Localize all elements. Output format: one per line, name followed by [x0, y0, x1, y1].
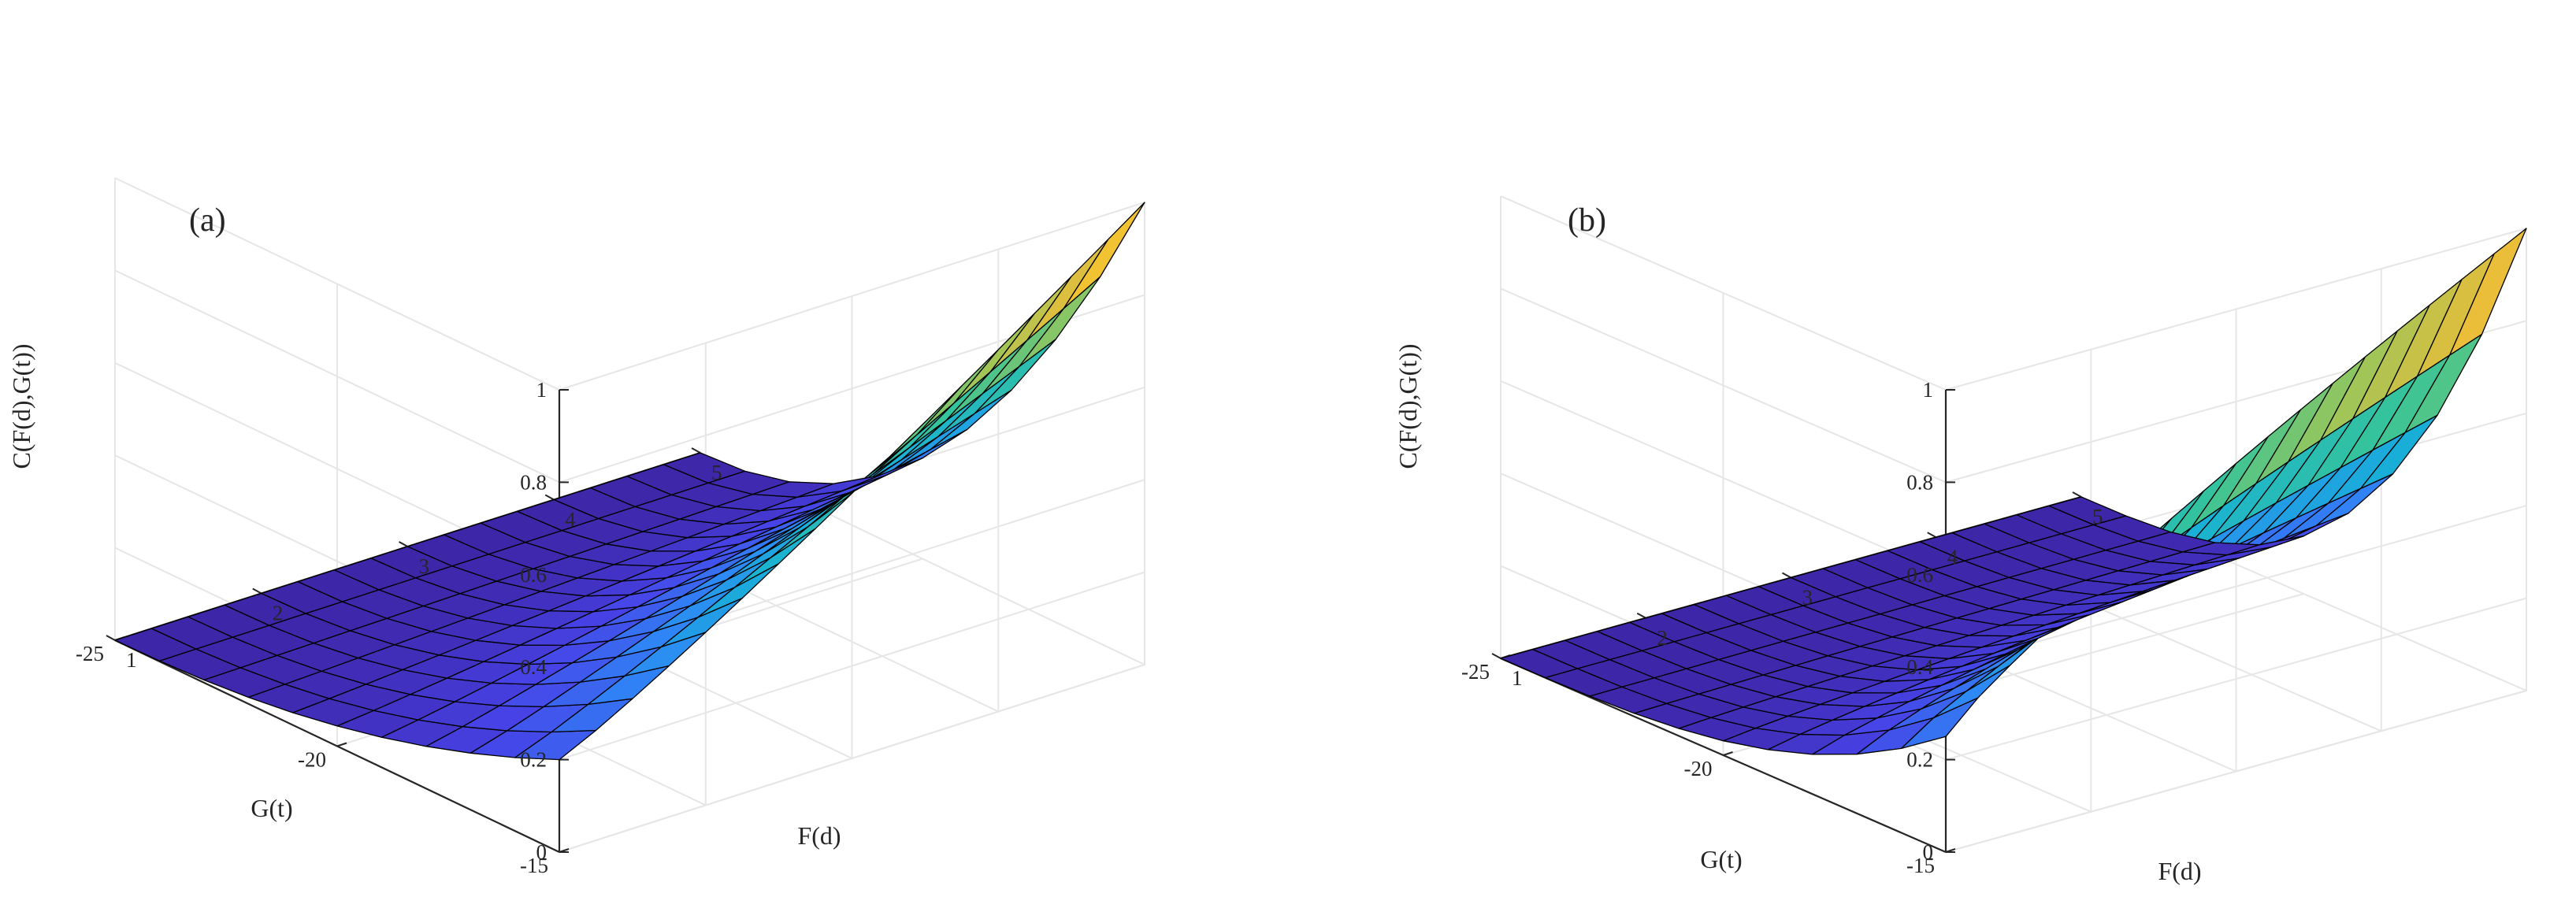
- panel-a-z-tick: 1: [536, 378, 547, 402]
- panel-b-zlabel: C(F(d),G(t)): [1394, 343, 1422, 469]
- y-tick-mark: [559, 848, 570, 853]
- surface-patch: [982, 308, 1064, 395]
- panel-a-y-tick: -15: [520, 854, 548, 877]
- panel-a: (a) C(F(d),G(t)) G(t) F(d) 0 0.2 0.4 0.6…: [7, 177, 1145, 877]
- x-tick-mark: [2072, 491, 2082, 498]
- panel-b-y-tick: -25: [1461, 660, 1490, 684]
- x-tick-mark: [1636, 612, 1646, 619]
- x-tick-mark: [1927, 532, 1937, 539]
- x-tick-mark: [252, 587, 262, 595]
- panel-b-z-tick: 0.6: [1906, 563, 1933, 587]
- panel-b-z-tick: 0.4: [1906, 655, 1933, 679]
- panel-a-z-tick: 0.4: [520, 655, 547, 679]
- panel-b-y-tick: -20: [1684, 757, 1713, 780]
- x-tick-mark: [1782, 572, 1791, 579]
- panel-b-x-tick: 2: [1657, 626, 1668, 650]
- panel-a-x-tick: 3: [419, 554, 430, 578]
- panel-a-x-tick: 5: [711, 461, 722, 484]
- y-tick-mark: [1945, 848, 1956, 853]
- x-tick-mark: [544, 494, 555, 501]
- panel-b-z-tick: 0.8: [1906, 470, 1933, 494]
- panel-a-z-tick: 0: [536, 840, 547, 864]
- panel-a-surface: [114, 202, 1145, 761]
- panel-a-x-tick: 4: [565, 508, 576, 532]
- panel-b-z-tick: 0: [1923, 840, 1934, 864]
- panel-b-tag: (b): [1568, 202, 1606, 239]
- x-tick-mark: [106, 635, 116, 641]
- surface-patch: [1026, 239, 1109, 341]
- panel-a-x-tick: 1: [126, 648, 137, 672]
- panel-b-ylabel: G(t): [1700, 845, 1742, 873]
- panel-a-tag: (a): [189, 202, 226, 239]
- panel-b-x-tick: 3: [1802, 586, 1813, 610]
- surface-patch: [2048, 496, 2127, 526]
- panel-a-xlabel: F(d): [797, 821, 841, 850]
- panel-b-surface: [1500, 228, 2527, 755]
- panel-a-zlabel: C(F(d),G(t)): [7, 343, 35, 469]
- panel-b-y-tick: -15: [1906, 854, 1935, 877]
- panel-a-x-tick: 2: [273, 602, 284, 625]
- panel-b: (b) C(F(d),G(t)) G(t) F(d) 0 0.2 0.4 0.6…: [1394, 195, 2527, 885]
- panel-b-z-tick: 1: [1923, 378, 1934, 402]
- x-tick-mark: [691, 447, 701, 454]
- panel-b-xlabel: F(d): [2158, 857, 2201, 885]
- surface-patch: [663, 452, 746, 484]
- panel-b-x-tick: 5: [2092, 505, 2103, 528]
- x-tick-mark: [399, 541, 408, 547]
- panel-a-z-tick: 0.6: [520, 563, 547, 587]
- y-tick-mark: [336, 742, 347, 747]
- panel-a-z-tick: 0.8: [520, 470, 547, 494]
- surface-patch: [1063, 202, 1145, 309]
- x-tick-mark: [1491, 653, 1501, 659]
- panel-b-x-tick: 1: [1512, 666, 1523, 690]
- panel-a-z-tick: 0.2: [520, 748, 547, 772]
- panel-b-labels: (b) C(F(d),G(t)) G(t) F(d) 0 0.2 0.4 0.6…: [1394, 202, 2202, 885]
- panel-b-x-tick: 4: [1947, 545, 1958, 569]
- panel-b-z-tick: 0.2: [1906, 748, 1933, 772]
- panel-a-y-tick: -20: [298, 748, 326, 772]
- surface-patch: [864, 420, 947, 484]
- y-tick-mark: [1723, 751, 1733, 756]
- panel-a-labels: (a) C(F(d),G(t)) G(t) F(d) 0 0.2 0.4 0.6…: [7, 202, 841, 877]
- panel-a-ylabel: G(t): [251, 794, 292, 822]
- panel-a-y-tick: -25: [76, 642, 104, 665]
